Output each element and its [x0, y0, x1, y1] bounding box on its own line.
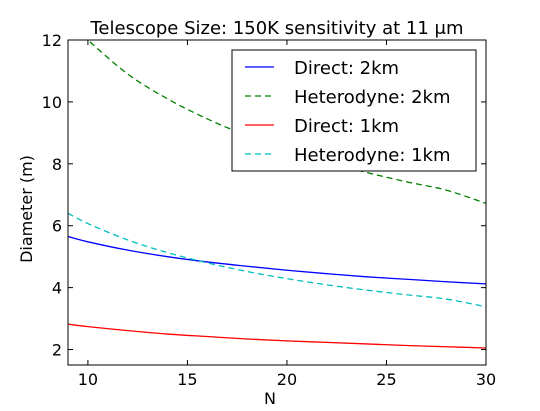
legend-box	[231, 49, 477, 172]
x-tick-label: 30	[476, 370, 496, 389]
y-axis-label: Diameter (m)	[17, 155, 36, 263]
legend-label-1: Heterodyne: 2km	[294, 87, 451, 108]
y-tick-label: 2	[52, 341, 62, 360]
series-line-2	[68, 323, 486, 349]
x-tick-label: 20	[277, 370, 297, 389]
y-tick-label: 10	[42, 93, 62, 112]
y-tick-label: 6	[52, 217, 62, 236]
x-tick-label: 15	[177, 370, 197, 389]
plot-frame	[67, 39, 487, 366]
series-line-0	[68, 235, 486, 285]
y-tick-label: 4	[52, 279, 62, 298]
x-tick-label: 25	[376, 370, 396, 389]
y-tick-label: 12	[42, 31, 62, 50]
x-axis-label: N	[264, 389, 276, 406]
x-tick-label: 10	[78, 370, 98, 389]
legend-label-2: Direct: 1km	[294, 116, 399, 137]
legend-label-3: Heterodyne: 1km	[294, 145, 451, 166]
legend-label-0: Direct: 2km	[294, 58, 399, 79]
chart-title: Telescope Size: 150K sensitivity at 11 μ…	[89, 18, 463, 39]
y-tick-label: 8	[52, 155, 62, 174]
series-line-3	[68, 212, 486, 308]
